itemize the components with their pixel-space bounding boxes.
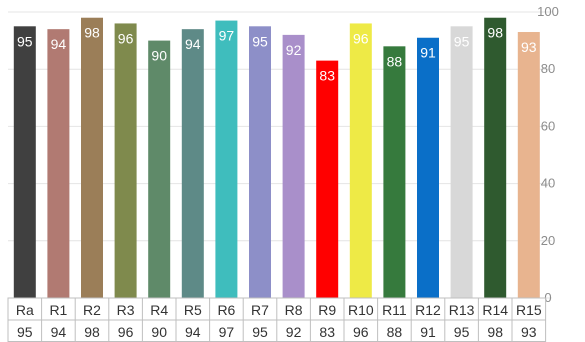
data-label: 96 xyxy=(353,30,369,46)
bars: 95 94 98 96 90 94 97 95 92 83 96 88 91 95 98 93 xyxy=(13,17,540,299)
table-value: 91 xyxy=(420,324,436,340)
bar-r2 xyxy=(81,17,103,298)
category-label: R15 xyxy=(516,302,542,318)
table-value: 88 xyxy=(387,324,403,340)
data-label: 96 xyxy=(118,30,134,46)
bar-ra xyxy=(13,26,36,299)
category-label: R1 xyxy=(49,302,67,318)
category-label: R10 xyxy=(348,302,374,318)
category-label: R7 xyxy=(251,302,269,318)
data-label: 98 xyxy=(487,25,503,41)
y-tick-label: 0 xyxy=(544,290,551,305)
table-value: 93 xyxy=(521,324,537,340)
table-value: 98 xyxy=(84,324,100,340)
category-label: R11 xyxy=(382,302,407,318)
category-label: R5 xyxy=(184,302,202,318)
table-value: 92 xyxy=(286,324,302,340)
category-label: R13 xyxy=(449,302,475,318)
category-label: R8 xyxy=(285,302,303,318)
bar-r3 xyxy=(114,23,137,298)
category-label: R2 xyxy=(83,302,101,318)
data-label: 95 xyxy=(252,33,268,49)
category-label: R6 xyxy=(217,302,235,318)
category-label: R14 xyxy=(482,302,508,318)
table-value: 94 xyxy=(185,324,201,340)
y-axis: 0 20 40 60 80 100 xyxy=(537,4,559,305)
bar-r15 xyxy=(517,32,540,299)
data-label: 94 xyxy=(185,36,201,52)
data-label: 97 xyxy=(219,28,235,44)
bar-r13 xyxy=(450,26,473,299)
bar-r1 xyxy=(47,29,70,298)
data-label: 92 xyxy=(286,42,302,58)
bar-r6 xyxy=(215,20,238,299)
bar-r8 xyxy=(282,34,305,298)
bar-r10 xyxy=(349,23,372,298)
data-label: 95 xyxy=(454,33,470,49)
table-value: 97 xyxy=(219,324,235,340)
category-label: R9 xyxy=(318,302,336,318)
table-value: 96 xyxy=(118,324,134,340)
data-label: 91 xyxy=(420,45,436,61)
y-tick-label: 20 xyxy=(541,233,555,248)
bar-r11 xyxy=(383,46,406,298)
table-value: 95 xyxy=(252,324,268,340)
bar-r7 xyxy=(249,26,271,299)
category-label: R3 xyxy=(117,302,135,318)
data-label: 98 xyxy=(84,25,100,41)
table-value: 90 xyxy=(151,324,167,340)
category-label: Ra xyxy=(16,302,34,318)
data-label: 95 xyxy=(17,33,33,49)
table-value: 94 xyxy=(51,324,67,340)
y-tick-label: 80 xyxy=(541,61,555,76)
y-tick-label: 60 xyxy=(541,118,555,133)
data-label: 90 xyxy=(151,48,167,64)
data-label: 88 xyxy=(387,53,403,69)
data-label: 83 xyxy=(319,68,335,84)
bar-r5 xyxy=(181,29,204,298)
bar-r12 xyxy=(417,37,439,299)
table-value: 98 xyxy=(487,324,503,340)
table-value: 96 xyxy=(353,324,369,340)
category-label: R12 xyxy=(415,302,441,318)
y-tick-label: 100 xyxy=(537,4,559,19)
y-tick-label: 40 xyxy=(541,176,555,191)
bar-r4 xyxy=(148,40,171,298)
data-label: 94 xyxy=(51,36,67,52)
table-value: 95 xyxy=(454,324,470,340)
bar-r9 xyxy=(316,60,339,299)
data-label: 93 xyxy=(521,39,537,55)
data-table: Ra 95 R1 94 R2 98 R3 96 R4 90 R5 94 R6 97 R7 95 R8 92 R9 83… xyxy=(7,297,547,342)
bar-r14 xyxy=(484,17,507,298)
table-value: 95 xyxy=(17,324,33,340)
table-value: 83 xyxy=(319,324,335,340)
category-label: R4 xyxy=(150,302,168,318)
